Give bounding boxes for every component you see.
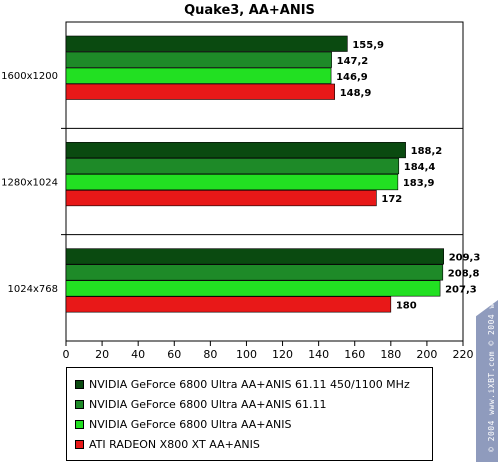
bar [65, 158, 400, 175]
category-label: 1280x1024 [1, 178, 58, 189]
bar-value-label: 183,9 [403, 178, 435, 189]
x-tick-label: 100 [236, 348, 257, 361]
legend-swatch [75, 379, 84, 389]
bar-value-label: 180 [396, 300, 417, 311]
bar [65, 83, 335, 100]
x-tick-label: 60 [167, 348, 181, 361]
bar [65, 190, 377, 207]
x-tick-label: 160 [344, 348, 365, 361]
x-tick-label: 0 [63, 348, 70, 361]
bar-value-label: 184,4 [404, 162, 436, 173]
x-tick-label: 200 [416, 348, 437, 361]
legend-label: NVIDIA GeForce 6800 Ultra AA+ANIS 61.11 [89, 397, 327, 411]
legend-label: NVIDIA GeForce 6800 Ultra AA+ANIS [89, 417, 292, 431]
bar [65, 174, 399, 191]
legend-item: ATI RADEON X800 XT AA+ANIS [75, 436, 260, 452]
legend: NVIDIA GeForce 6800 Ultra AA+ANIS 61.11 … [66, 367, 433, 461]
bar [65, 67, 332, 84]
legend-item: NVIDIA GeForce 6800 Ultra AA+ANIS [75, 416, 292, 432]
x-tick-label: 120 [272, 348, 293, 361]
legend-swatch [75, 399, 84, 409]
bar [65, 142, 406, 159]
x-tick-label: 220 [453, 348, 474, 361]
legend-swatch [75, 419, 84, 429]
bar [65, 35, 348, 52]
bar-value-label: 188,2 [411, 146, 443, 157]
legend-item: NVIDIA GeForce 6800 Ultra AA+ANIS 61.11 [75, 396, 327, 412]
category-label: 1600x1200 [1, 71, 58, 82]
bar-value-label: 172 [381, 194, 402, 205]
watermark: © 2004 www.iXBT.com © 2004 www.Digit-Lif… [476, 300, 498, 462]
bar [65, 51, 332, 68]
bar-value-label: 146,9 [336, 72, 368, 83]
legend-swatch [75, 439, 84, 449]
legend-label: ATI RADEON X800 XT AA+ANIS [89, 437, 260, 451]
x-tick-label: 180 [380, 348, 401, 361]
bar-value-label: 207,3 [445, 284, 477, 295]
bar [65, 248, 444, 265]
chart-title: Quake3, AA+ANIS [184, 3, 315, 18]
bar-value-label: 147,2 [337, 56, 369, 67]
bar [65, 296, 392, 313]
legend-label: NVIDIA GeForce 6800 Ultra AA+ANIS 61.11 … [89, 377, 410, 391]
x-tick-label: 140 [308, 348, 329, 361]
x-tick-label: 80 [203, 348, 217, 361]
bar [65, 264, 444, 281]
bar [65, 280, 441, 297]
bar-value-label: 148,9 [340, 88, 372, 99]
bar-value-label: 209,3 [449, 252, 481, 263]
x-tick-label: 20 [95, 348, 109, 361]
legend-item: NVIDIA GeForce 6800 Ultra AA+ANIS 61.11 … [75, 376, 410, 392]
bar-value-label: 155,9 [352, 40, 384, 51]
category-label: 1024x768 [8, 284, 58, 295]
x-tick-label: 40 [131, 348, 145, 361]
bar-value-label: 208,8 [448, 268, 480, 279]
